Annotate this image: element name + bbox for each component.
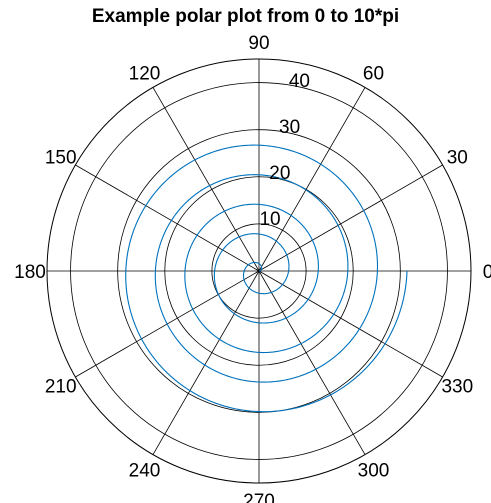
theta-tick-label: 270 xyxy=(243,491,275,503)
polar-grid xyxy=(46,58,472,484)
r-tick-label: 40 xyxy=(289,71,310,92)
r-tick-label: 20 xyxy=(269,163,290,184)
theta-grid-spoke xyxy=(258,164,443,272)
theta-tick-label: 240 xyxy=(129,460,161,481)
theta-grid-spoke xyxy=(152,270,260,455)
spiral-series-line xyxy=(125,144,408,413)
label-layer: 0 30 60 90 120 150 180 210 240 270 300 330 10 20 30 40 xyxy=(14,33,491,503)
theta-grid-spoke xyxy=(75,164,260,272)
theta-tick-label: 180 xyxy=(14,262,46,283)
theta-tick-label: 0 xyxy=(483,262,491,283)
theta-tick-label: 210 xyxy=(45,377,77,398)
theta-grid-spoke xyxy=(258,270,443,378)
r-tick-label: 30 xyxy=(279,117,300,138)
series-layer xyxy=(125,144,408,413)
theta-grid-spoke xyxy=(258,87,366,272)
theta-tick-label: 150 xyxy=(45,148,77,169)
r-tick-label: 10 xyxy=(259,209,280,230)
theta-tick-label: 30 xyxy=(447,148,468,169)
theta-grid-spoke xyxy=(152,87,260,272)
chart-title: Example polar plot from 0 to 10*pi xyxy=(91,6,400,27)
theta-tick-label: 330 xyxy=(441,377,473,398)
theta-grid-spoke xyxy=(258,270,366,455)
theta-tick-label: 120 xyxy=(129,64,161,85)
theta-tick-label: 90 xyxy=(248,33,269,54)
theta-tick-label: 60 xyxy=(363,64,384,85)
theta-tick-label: 300 xyxy=(358,460,390,481)
